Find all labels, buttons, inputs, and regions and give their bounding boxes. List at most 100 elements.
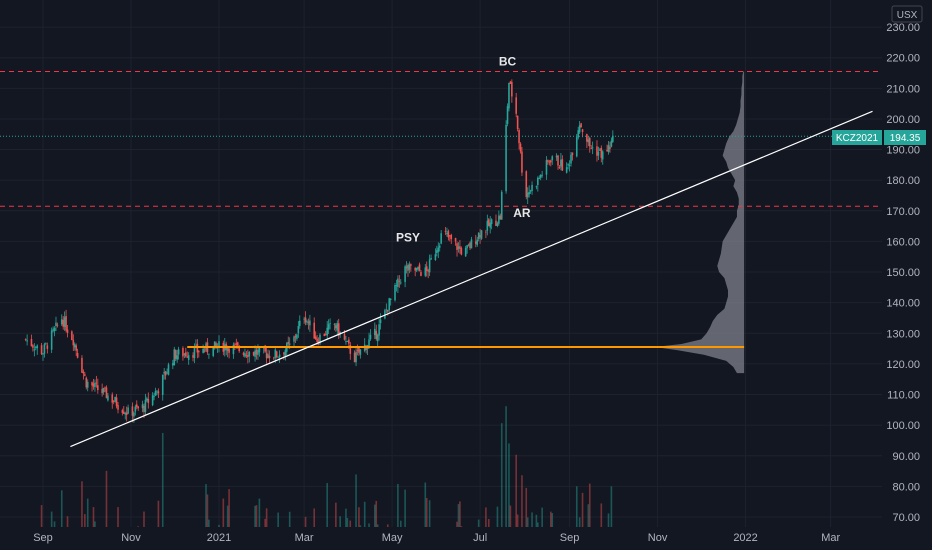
candle-body	[265, 353, 268, 359]
candle-body	[508, 82, 510, 109]
volume-bar	[84, 514, 86, 527]
candle-body	[348, 339, 350, 344]
volume-bar	[222, 498, 225, 527]
candle-body	[386, 309, 389, 312]
candle-body	[464, 247, 467, 257]
volume-bar	[228, 489, 230, 527]
candle-body	[85, 377, 88, 388]
candle-body	[474, 241, 477, 244]
volume-bar	[226, 505, 229, 527]
candle-body	[324, 333, 327, 335]
candle-body	[287, 341, 290, 344]
candle-body	[296, 334, 298, 339]
currency-box[interactable]	[891, 5, 923, 23]
volume-bar	[358, 507, 360, 527]
candle-body	[479, 234, 481, 238]
candle-body	[557, 155, 559, 166]
candle-body	[610, 140, 613, 147]
candle-body	[388, 298, 391, 311]
candle-body	[446, 232, 448, 234]
candle-body	[560, 159, 562, 167]
y-tick-label: 160.00	[886, 236, 920, 248]
candle-body	[277, 356, 279, 358]
candle-body	[394, 285, 396, 301]
candle-body	[242, 352, 245, 355]
x-tick-label: Sep	[560, 532, 580, 544]
currency-label: USX	[897, 10, 918, 21]
candle-body	[218, 341, 220, 348]
volume-bar	[258, 498, 261, 527]
volume-bar	[588, 483, 591, 527]
volume-bar	[477, 519, 480, 527]
volume-bar	[600, 503, 603, 527]
candle-body	[337, 323, 340, 336]
candle-body	[30, 339, 33, 347]
candle-body	[447, 231, 450, 238]
candle-body	[548, 161, 551, 163]
candle-body	[597, 151, 600, 156]
volume-bar	[50, 511, 53, 527]
candle-body	[519, 143, 522, 152]
candle-body	[551, 156, 554, 161]
volume-bar	[374, 504, 376, 527]
y-tick-label: 120.00	[886, 359, 920, 371]
volume-bar	[157, 500, 160, 527]
volume-bar	[86, 498, 89, 527]
candle-body	[307, 321, 310, 324]
candle-body	[316, 338, 318, 342]
volume-bar	[117, 507, 119, 527]
candle-body	[408, 264, 411, 270]
volume-bar	[581, 492, 584, 527]
candle-body	[339, 331, 341, 334]
candle-body	[425, 266, 428, 271]
candle-body	[415, 268, 418, 271]
candle-body	[384, 310, 386, 319]
candle-body	[32, 345, 34, 348]
horizontal-levels[interactable]	[0, 70, 882, 349]
candle-body	[213, 341, 216, 349]
candle-body	[590, 147, 592, 149]
volume-bar	[425, 498, 428, 527]
trendline[interactable]	[70, 110, 873, 448]
candle-body	[192, 355, 194, 358]
volume-bar	[208, 519, 210, 527]
candle-body	[267, 354, 269, 359]
candle-body	[36, 345, 39, 349]
volume-bar	[460, 526, 463, 527]
candle-body	[374, 328, 376, 336]
candle-body	[124, 413, 127, 415]
candle-body	[134, 406, 137, 412]
candle-body	[247, 355, 249, 357]
candle-body	[306, 321, 308, 323]
candle-body	[141, 404, 144, 409]
trendline-group[interactable]	[70, 110, 873, 448]
candle-body	[434, 254, 437, 260]
volume-bar	[143, 511, 145, 527]
volume-bar	[326, 483, 328, 527]
candle-body	[456, 243, 458, 250]
candle-body	[424, 267, 427, 276]
volume-bar	[521, 475, 523, 527]
volume-bar	[535, 514, 538, 527]
candle-body	[137, 406, 140, 409]
candle-body	[102, 388, 105, 393]
candle-body	[558, 167, 561, 168]
volume-bar	[537, 522, 539, 527]
candle-body	[182, 347, 184, 357]
candle-body	[420, 272, 422, 276]
time-axis[interactable]: Sep Nov 2021 Mar May Jul Sep Nov 2022 Mar	[33, 532, 840, 544]
candle-body	[252, 352, 255, 356]
candle-body	[487, 219, 490, 226]
candle-body	[34, 347, 37, 349]
volume-bar	[206, 494, 209, 527]
candle-body	[55, 322, 57, 326]
candle-body	[283, 352, 285, 355]
price-axis[interactable]: 70.00 80.00 90.00 100.00 110.00 120.00 130.00 1…	[886, 22, 920, 524]
candle-body	[469, 242, 471, 249]
candle-body	[547, 160, 549, 162]
candle-body	[509, 81, 512, 84]
volume-bar	[424, 482, 427, 527]
y-tick-label: 90.00	[892, 451, 920, 463]
